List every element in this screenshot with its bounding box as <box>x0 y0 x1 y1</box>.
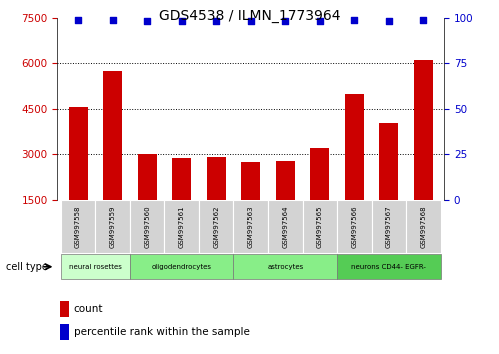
Bar <box>379 122 398 246</box>
Bar <box>207 157 226 246</box>
Text: GSM997565: GSM997565 <box>317 205 323 248</box>
Text: GSM997567: GSM997567 <box>386 205 392 248</box>
Text: GSM997568: GSM997568 <box>420 205 426 248</box>
Text: GSM997561: GSM997561 <box>179 205 185 248</box>
Text: cell type: cell type <box>6 262 48 272</box>
Point <box>143 18 151 24</box>
Text: GSM997560: GSM997560 <box>144 205 150 248</box>
Bar <box>60 301 69 317</box>
FancyBboxPatch shape <box>302 200 337 253</box>
Text: GSM997558: GSM997558 <box>75 205 81 248</box>
Point <box>247 18 255 24</box>
Point <box>212 18 220 24</box>
Point <box>350 17 358 22</box>
Point <box>178 18 186 24</box>
Point <box>316 18 324 24</box>
FancyBboxPatch shape <box>372 200 406 253</box>
Text: GSM997562: GSM997562 <box>213 205 219 248</box>
FancyBboxPatch shape <box>61 255 130 279</box>
Text: neural rosettes: neural rosettes <box>69 264 122 270</box>
Point <box>385 18 393 24</box>
Text: neurons CD44- EGFR-: neurons CD44- EGFR- <box>351 264 426 270</box>
FancyBboxPatch shape <box>234 255 337 279</box>
FancyBboxPatch shape <box>337 255 441 279</box>
Bar <box>172 158 191 246</box>
Bar <box>138 154 157 246</box>
FancyBboxPatch shape <box>199 200 234 253</box>
Text: astrocytes: astrocytes <box>267 264 303 270</box>
FancyBboxPatch shape <box>130 255 234 279</box>
Text: oligodendrocytes: oligodendrocytes <box>152 264 212 270</box>
FancyBboxPatch shape <box>130 200 165 253</box>
FancyBboxPatch shape <box>406 200 441 253</box>
Bar <box>414 60 433 246</box>
Text: GSM997564: GSM997564 <box>282 205 288 248</box>
Text: count: count <box>74 304 103 314</box>
Bar <box>276 160 295 246</box>
Bar <box>241 162 260 246</box>
FancyBboxPatch shape <box>337 200 372 253</box>
FancyBboxPatch shape <box>165 200 199 253</box>
Text: GSM997566: GSM997566 <box>351 205 357 248</box>
Bar <box>60 324 69 340</box>
Text: GDS4538 / ILMN_1773964: GDS4538 / ILMN_1773964 <box>159 9 340 23</box>
FancyBboxPatch shape <box>95 200 130 253</box>
Point <box>109 17 117 22</box>
Point <box>281 18 289 24</box>
Bar <box>68 107 88 246</box>
Bar <box>103 71 122 246</box>
FancyBboxPatch shape <box>268 200 302 253</box>
FancyBboxPatch shape <box>61 200 95 253</box>
Point <box>419 17 427 22</box>
Bar <box>310 148 329 246</box>
Text: GSM997559: GSM997559 <box>110 205 116 248</box>
Text: GSM997563: GSM997563 <box>248 205 254 248</box>
Bar <box>345 94 364 246</box>
Text: percentile rank within the sample: percentile rank within the sample <box>74 327 250 337</box>
FancyBboxPatch shape <box>234 200 268 253</box>
Point <box>74 17 82 22</box>
